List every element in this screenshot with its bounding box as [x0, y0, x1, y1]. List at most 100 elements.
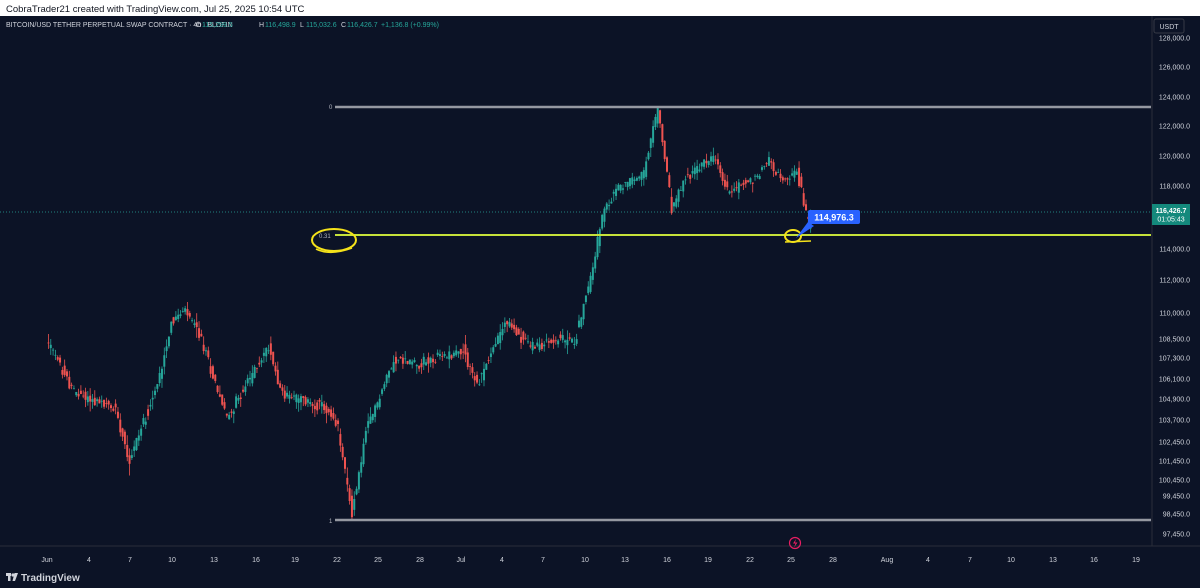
candle-body — [689, 174, 692, 179]
candle-body — [533, 346, 536, 349]
candle-body — [401, 357, 404, 364]
candle-body — [522, 331, 525, 340]
candle-body — [255, 367, 258, 369]
candle-body — [427, 357, 430, 364]
candle-body — [441, 355, 444, 357]
candle-body — [137, 435, 140, 441]
candle-body — [656, 108, 659, 124]
candle-body — [279, 383, 282, 388]
candle-body — [302, 396, 305, 399]
logo-wedge — [12, 573, 18, 581]
candle-body — [691, 171, 694, 174]
candle-body — [251, 373, 254, 384]
candle-body — [149, 404, 152, 407]
candle-body — [589, 275, 592, 292]
candle-body — [747, 180, 750, 182]
candle-body — [330, 409, 333, 417]
candle-body — [216, 385, 219, 393]
candle-body — [450, 355, 453, 359]
y-axis-label: 126,000.0 — [1159, 65, 1190, 72]
lightning-icon[interactable] — [788, 536, 802, 550]
x-axis-label: 19 — [1132, 557, 1140, 564]
candle-body — [494, 343, 497, 347]
y-axis-label: 114,000.0 — [1159, 247, 1190, 254]
candle-body — [126, 445, 129, 458]
candle-body — [737, 182, 740, 193]
x-axis-label: 22 — [746, 557, 754, 564]
y-axis-labels: 128,000.0 126,000.0 124,000.0 122,000.0 120,… — [1159, 36, 1190, 539]
callout-box — [808, 210, 860, 224]
candle-body — [188, 313, 191, 317]
currency-button[interactable]: USDT — [1153, 18, 1185, 34]
candle-body — [615, 188, 618, 196]
candle-body — [304, 397, 307, 405]
candle-body — [485, 363, 488, 370]
candle-body — [242, 389, 245, 392]
candle-body — [286, 392, 289, 397]
candle-body — [225, 413, 228, 416]
candle-body — [65, 371, 68, 377]
candle-body — [299, 396, 302, 403]
candle-body — [496, 335, 499, 345]
candle-body — [105, 403, 108, 404]
candle-body — [218, 394, 221, 397]
candle-body — [140, 428, 143, 436]
candle-body — [547, 341, 550, 343]
x-axis-label: Jul — [457, 557, 466, 564]
candle-body — [784, 178, 787, 180]
candle-body — [207, 350, 210, 358]
candle-body — [638, 176, 641, 179]
y-axis-label: 108,500.0 — [1159, 337, 1190, 344]
candle-body — [195, 322, 198, 328]
candle-body — [179, 314, 182, 316]
legend-symbol: BITCOIN/USD TETHER PERPETUAL SWAP CONTRA… — [6, 22, 233, 29]
candle-body — [367, 421, 370, 428]
candle-body — [462, 351, 465, 353]
candle-body — [765, 163, 768, 165]
candle-body — [348, 488, 351, 501]
y-axis-label: 110,000.0 — [1159, 311, 1190, 318]
candle-body — [267, 350, 270, 352]
lightning-icon-bolt[interactable] — [793, 539, 798, 548]
candle-body — [742, 182, 745, 185]
candle-body — [103, 399, 106, 407]
currency-label[interactable]: USDT — [1159, 24, 1179, 31]
candles-layer — [47, 106, 812, 520]
fib-level-0-label: 0 — [329, 105, 333, 111]
legend-low-value: 115,032.6 — [306, 22, 337, 29]
x-axis-label: 25 — [374, 557, 382, 564]
candle-body — [445, 357, 448, 359]
last-price-tag-box — [1152, 204, 1190, 225]
y-axis-label: 102,450.0 — [1159, 440, 1190, 447]
x-axis-label: 13 — [621, 557, 629, 564]
candle-body — [107, 400, 110, 405]
candle-body — [723, 179, 726, 187]
candle-body — [390, 368, 393, 370]
candle-body — [91, 399, 94, 402]
last-price-value: 116,426.7 — [1156, 208, 1187, 215]
candle-body — [649, 138, 652, 148]
candle-body — [156, 384, 159, 389]
candle-body — [313, 405, 316, 410]
candle-body — [480, 373, 483, 375]
candle-body — [774, 171, 777, 175]
candle-body — [536, 342, 539, 346]
candle-body — [381, 389, 384, 394]
candle-body — [633, 179, 636, 182]
candle-body — [346, 477, 349, 485]
candle-body — [170, 321, 173, 333]
candle-body — [640, 171, 643, 180]
candle-body — [612, 191, 615, 194]
x-axis-labels: Jun 4 7 10 13 16 19 22 25 28 Jul 4 7 10 13 16 19 22 25 28 Au… — [41, 557, 1140, 564]
candle-body — [61, 369, 64, 375]
candle-body — [151, 397, 154, 400]
currency-box[interactable] — [1153, 18, 1185, 34]
y-axis-label: 103,700.0 — [1159, 418, 1190, 425]
candle-body — [617, 184, 620, 191]
tradingview-logo-icon — [6, 573, 18, 581]
candle-body — [798, 167, 801, 187]
candle-body — [756, 175, 759, 177]
lightning-icon-ring[interactable] — [788, 536, 802, 550]
candle-body — [591, 267, 594, 280]
candle-body — [626, 181, 629, 188]
